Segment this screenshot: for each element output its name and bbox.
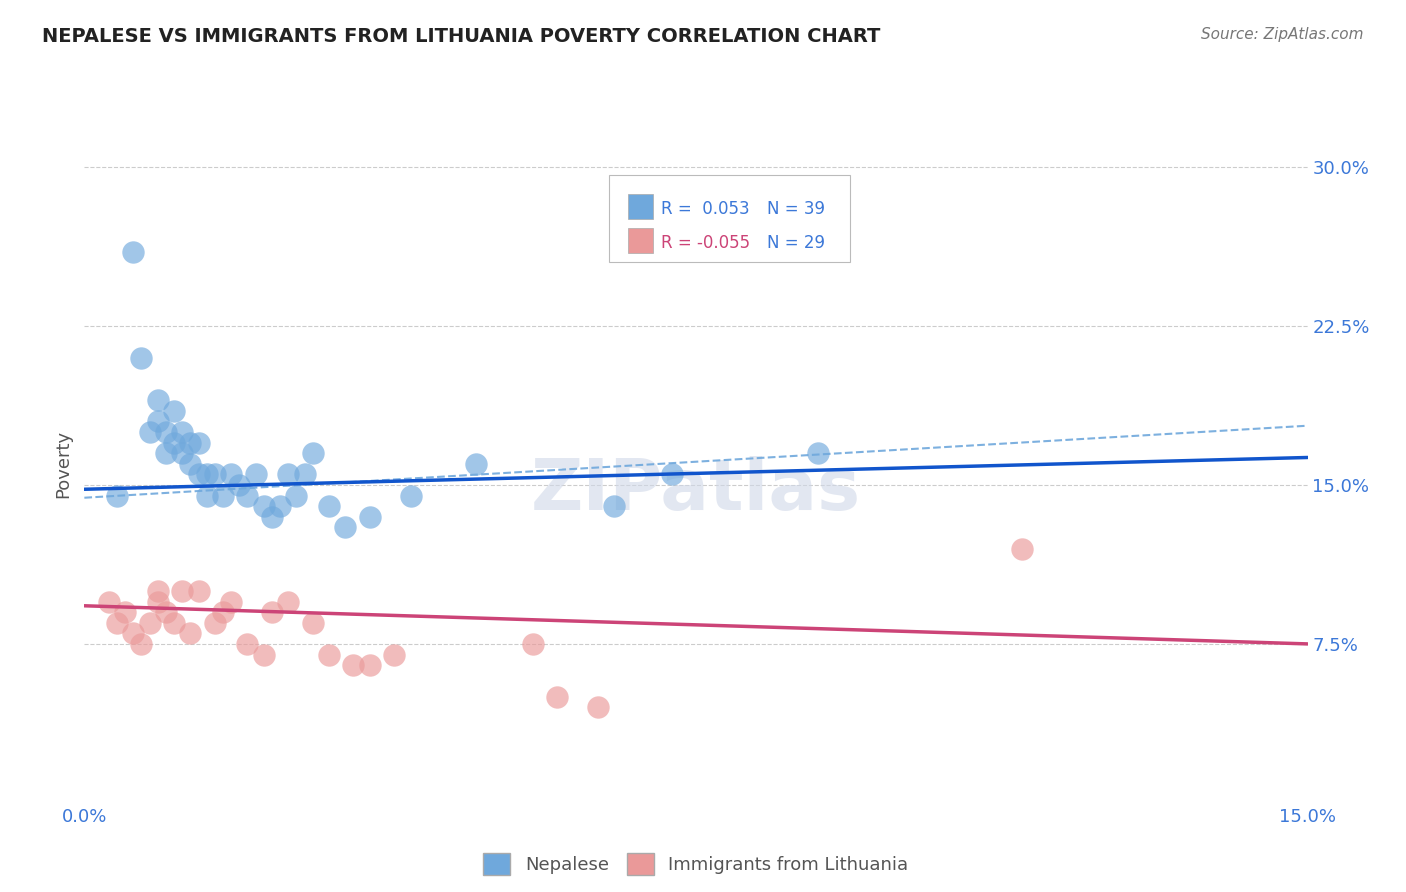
Point <box>131 351 153 365</box>
Point <box>260 509 283 524</box>
Point <box>155 425 177 439</box>
Point <box>285 489 308 503</box>
Y-axis label: Poverty: Poverty <box>55 430 73 498</box>
Point <box>172 584 194 599</box>
Point <box>131 637 153 651</box>
Point <box>236 637 259 651</box>
Point <box>122 244 145 259</box>
Point <box>204 467 226 482</box>
Text: R = -0.055: R = -0.055 <box>661 234 751 252</box>
Point <box>301 615 323 630</box>
Point <box>586 700 609 714</box>
Text: ZIPatlas: ZIPatlas <box>531 457 860 525</box>
Point <box>179 626 201 640</box>
Point <box>122 626 145 640</box>
Text: Source: ZipAtlas.com: Source: ZipAtlas.com <box>1201 27 1364 42</box>
Point <box>114 605 136 619</box>
Point <box>342 658 364 673</box>
Point <box>603 500 626 514</box>
Point <box>253 648 276 662</box>
Point <box>335 520 357 534</box>
Point <box>277 594 299 608</box>
Point <box>172 425 194 439</box>
Point <box>146 584 169 599</box>
Point <box>1011 541 1033 556</box>
Point <box>219 467 242 482</box>
Point <box>105 489 128 503</box>
Point <box>228 478 250 492</box>
Point <box>464 457 486 471</box>
Point <box>163 435 186 450</box>
Point <box>163 615 186 630</box>
Point <box>146 415 169 429</box>
Point <box>546 690 568 704</box>
Point <box>807 446 830 460</box>
Text: N = 39: N = 39 <box>766 200 825 218</box>
Point <box>204 615 226 630</box>
Point <box>146 393 169 408</box>
Point <box>219 594 242 608</box>
Point <box>172 446 194 460</box>
Point <box>245 467 267 482</box>
Point <box>399 489 422 503</box>
Point <box>661 467 683 482</box>
Point <box>187 467 209 482</box>
Point <box>277 467 299 482</box>
Point <box>212 605 235 619</box>
Legend: Nepalese, Immigrants from Lithuania: Nepalese, Immigrants from Lithuania <box>477 846 915 882</box>
Point <box>253 500 276 514</box>
Point <box>155 446 177 460</box>
Point <box>236 489 259 503</box>
Point <box>318 648 340 662</box>
Point <box>187 435 209 450</box>
Point <box>195 467 218 482</box>
Text: R =  0.053: R = 0.053 <box>661 200 749 218</box>
Point <box>138 615 160 630</box>
Point <box>260 605 283 619</box>
Point <box>382 648 405 662</box>
Point <box>97 594 120 608</box>
Point <box>179 435 201 450</box>
Point <box>522 637 544 651</box>
Point <box>359 658 381 673</box>
Point <box>301 446 323 460</box>
Point <box>146 594 169 608</box>
Point <box>195 489 218 503</box>
Text: N = 29: N = 29 <box>766 234 825 252</box>
Point <box>294 467 316 482</box>
Point <box>359 509 381 524</box>
Point <box>269 500 291 514</box>
Point <box>187 584 209 599</box>
Point <box>179 457 201 471</box>
Point <box>138 425 160 439</box>
Point <box>212 489 235 503</box>
Point <box>318 500 340 514</box>
Point <box>105 615 128 630</box>
Point <box>163 404 186 418</box>
Point <box>155 605 177 619</box>
Text: NEPALESE VS IMMIGRANTS FROM LITHUANIA POVERTY CORRELATION CHART: NEPALESE VS IMMIGRANTS FROM LITHUANIA PO… <box>42 27 880 45</box>
